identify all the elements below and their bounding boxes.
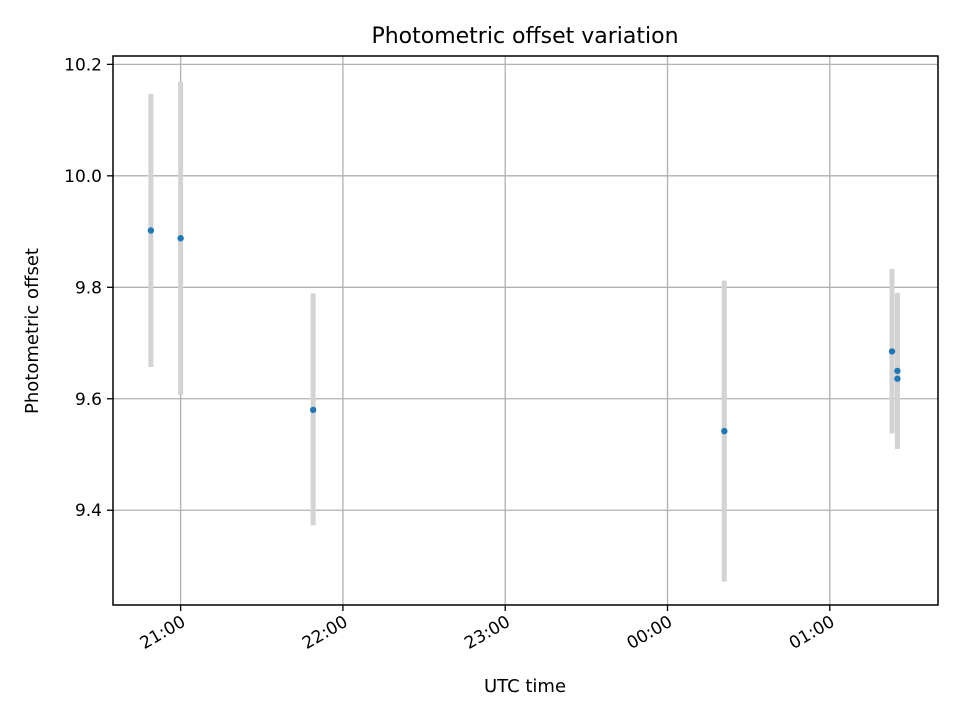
y-axis-title: Photometric offset — [22, 248, 43, 414]
x-tick-label: 00:00 — [624, 612, 676, 654]
plot-frame — [112, 55, 939, 606]
y-tick-label: 9.4 — [75, 501, 102, 521]
x-axis: 21:00 22:00 23:00 00:00 01:00 — [137, 605, 838, 654]
errorbars — [148, 81, 900, 582]
x-tick-label: 21:00 — [137, 612, 189, 654]
data-point — [888, 348, 896, 355]
grid — [113, 56, 938, 605]
data-point — [147, 227, 155, 234]
x-tick-label: 22:00 — [299, 612, 351, 654]
y-tick-label: 10.0 — [64, 167, 102, 187]
data-point — [177, 235, 184, 242]
data-point — [894, 367, 901, 375]
x-tick-label: 01:00 — [786, 612, 838, 654]
data-point — [894, 375, 901, 382]
y-axis: 9.4 9.6 9.8 10.0 10.2 — [64, 55, 113, 521]
x-tick-label: 23:00 — [461, 612, 513, 654]
data-point — [309, 406, 317, 414]
data-points — [147, 227, 901, 435]
chart-title: Photometric offset variation — [371, 24, 678, 49]
x-axis-title: UTC time — [484, 676, 566, 697]
y-tick-label: 9.8 — [75, 278, 102, 298]
data-point — [721, 427, 728, 435]
y-tick-label: 10.2 — [64, 55, 102, 75]
y-tick-label: 9.6 — [75, 390, 102, 410]
